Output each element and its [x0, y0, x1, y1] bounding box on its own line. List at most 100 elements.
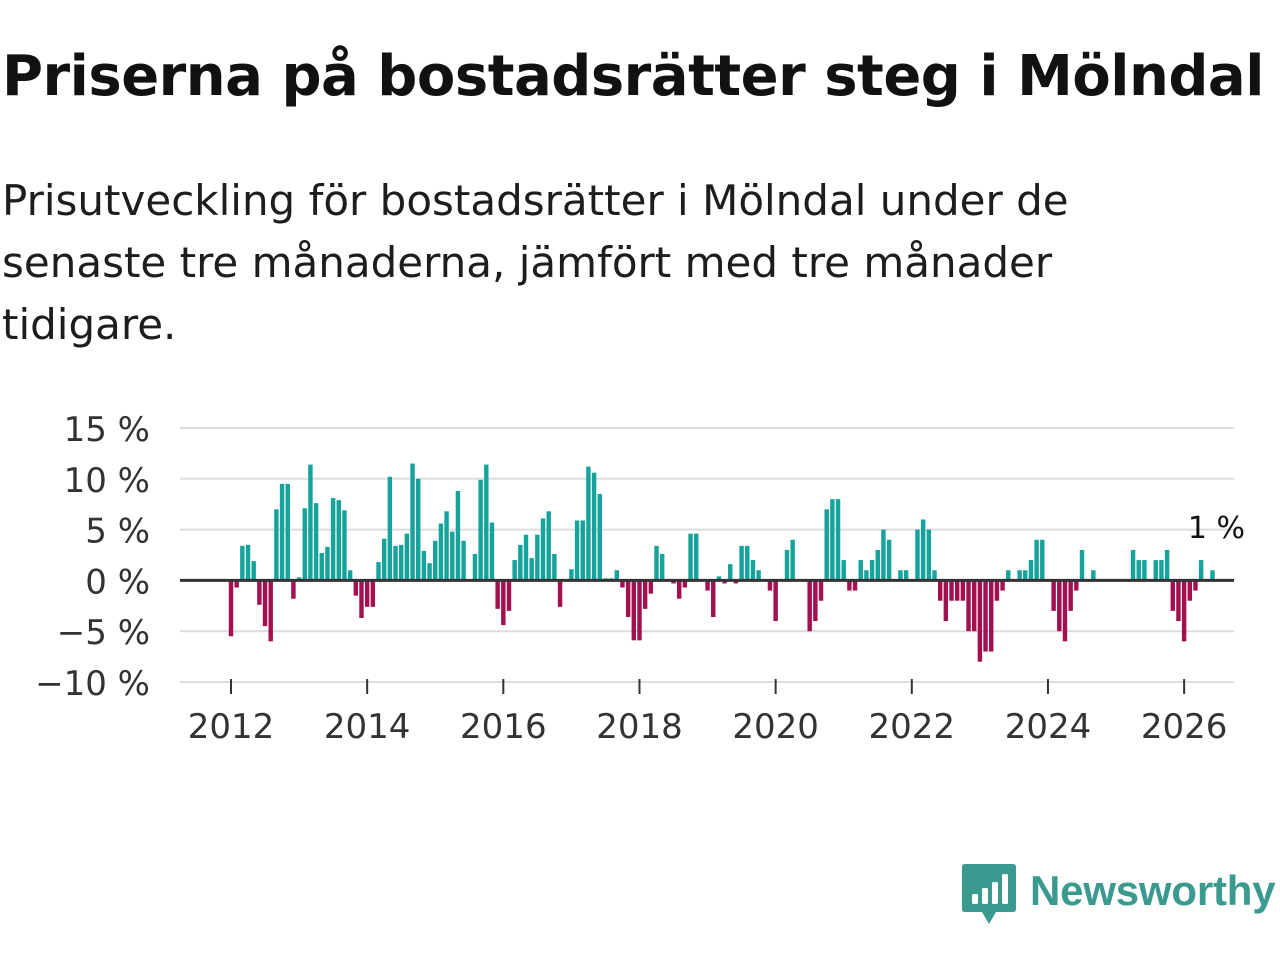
bar	[262, 580, 268, 627]
bar	[557, 580, 563, 607]
bar	[881, 529, 886, 581]
bar	[886, 539, 892, 581]
bar	[438, 523, 444, 581]
bar	[733, 580, 739, 584]
bar	[342, 510, 347, 581]
bar	[489, 522, 495, 581]
bar	[648, 580, 654, 594]
bar	[943, 580, 949, 622]
bar	[983, 580, 988, 652]
bar	[818, 580, 824, 601]
bar	[1062, 580, 1068, 642]
bar	[285, 483, 290, 581]
bar	[864, 570, 869, 581]
bar	[450, 531, 455, 581]
bar	[739, 545, 744, 581]
bar	[569, 569, 574, 581]
bar	[716, 576, 722, 581]
bar	[614, 570, 619, 581]
x-tick-label: 2018	[596, 707, 683, 747]
y-tick-label: −5 %	[57, 613, 150, 653]
bar	[966, 580, 971, 632]
bar	[915, 529, 920, 581]
bar	[971, 580, 977, 632]
bar	[813, 580, 818, 622]
x-axis: 2012 2014 2016 2018 2020 2022 2024 2026	[188, 679, 1227, 747]
bar	[954, 580, 960, 601]
bar	[898, 570, 903, 581]
bar	[308, 464, 313, 581]
bar	[1057, 580, 1062, 632]
bar	[694, 533, 699, 581]
bar	[330, 498, 336, 581]
newsworthy-logo-icon	[962, 864, 1016, 924]
bar	[387, 476, 393, 581]
y-tick-label: 15 %	[64, 410, 150, 450]
bar	[637, 580, 642, 641]
bar	[1210, 570, 1215, 581]
bar	[1034, 539, 1039, 581]
bar	[1187, 580, 1193, 601]
bar	[620, 580, 625, 588]
bar	[574, 520, 580, 581]
bar	[1074, 580, 1079, 591]
bar	[1153, 560, 1158, 581]
bar	[478, 479, 483, 581]
brand-name: Newsworthy	[1030, 867, 1276, 914]
bar	[1176, 580, 1181, 622]
bar	[495, 580, 500, 609]
bar	[920, 519, 926, 581]
bar	[903, 570, 909, 581]
bar	[313, 503, 319, 581]
bar	[1040, 539, 1045, 581]
bar	[1170, 580, 1175, 611]
bar	[932, 570, 937, 581]
bar	[251, 561, 256, 581]
bar	[1159, 560, 1164, 581]
bar	[353, 580, 359, 596]
bar	[393, 545, 398, 581]
bar	[461, 540, 466, 581]
bar	[807, 580, 812, 632]
bar	[552, 553, 557, 581]
y-tick-label: −10 %	[35, 664, 150, 704]
x-tick-label: 2016	[460, 707, 547, 747]
bar	[359, 580, 364, 618]
bar	[370, 580, 376, 607]
bar	[291, 580, 296, 599]
bar	[654, 545, 659, 581]
bar	[427, 563, 432, 581]
bar	[484, 464, 489, 581]
bar	[404, 533, 410, 581]
bar	[711, 580, 716, 617]
bar	[336, 500, 342, 581]
bar	[1017, 570, 1022, 581]
bar	[830, 499, 835, 581]
bar	[1181, 580, 1187, 642]
x-tick-label: 2022	[869, 707, 956, 747]
bar	[279, 483, 285, 581]
bar	[376, 562, 381, 581]
bar	[937, 580, 943, 601]
annotation-layer: 1 %	[1188, 511, 1245, 546]
bar	[835, 499, 841, 581]
bar	[501, 580, 506, 626]
data-label-last: 1 %	[1188, 511, 1245, 546]
x-tick-label: 2012	[188, 707, 275, 747]
bar	[1051, 580, 1056, 611]
bar	[642, 580, 648, 609]
bar	[535, 534, 540, 581]
bar	[444, 511, 449, 581]
bar	[455, 490, 461, 581]
bar	[518, 544, 523, 581]
bar	[977, 580, 983, 662]
chart-grid	[180, 427, 1234, 683]
bar	[659, 553, 665, 581]
bar	[268, 580, 273, 642]
bar	[1091, 570, 1096, 581]
bar	[381, 538, 387, 581]
bar-chart: 15 % 10 % 5 % 0 % −5 % −10 % 2012 2014 2016 2018…	[35, 410, 1245, 747]
bar	[416, 478, 421, 581]
bar	[512, 560, 517, 581]
bar	[240, 545, 245, 581]
